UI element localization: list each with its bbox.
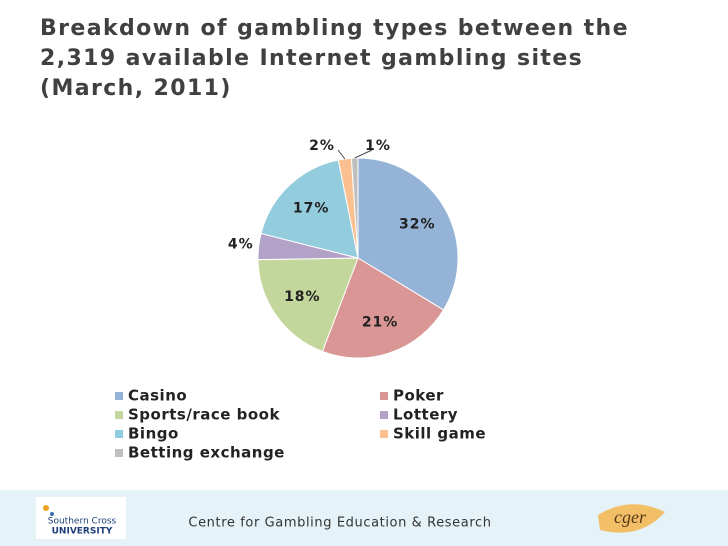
data-label: 4%	[228, 236, 254, 252]
pie-slice	[257, 257, 359, 353]
legend-swatch	[380, 430, 388, 438]
logo-right-shape	[598, 504, 665, 533]
legend-swatch	[380, 392, 388, 400]
data-label: 1%	[365, 138, 391, 154]
legend-label: Lottery	[393, 406, 458, 424]
legend-label: Betting exchange	[128, 444, 285, 462]
legend-swatch	[115, 449, 123, 457]
data-label: 32%	[399, 217, 436, 233]
data-label: 2%	[309, 138, 335, 154]
pie-slice	[350, 157, 359, 259]
data-label: 21%	[362, 314, 399, 330]
data-label: 18%	[284, 289, 321, 305]
data-label: 17%	[293, 201, 330, 217]
legend-label: Bingo	[128, 425, 179, 443]
legend-label: Sports/race book	[128, 406, 280, 424]
legend-swatch	[380, 411, 388, 419]
pie-slice	[260, 159, 359, 259]
logo-right: cger	[614, 507, 647, 527]
footer-text: Centre for Gambling Education & Research	[188, 516, 491, 531]
legend-swatch	[115, 411, 123, 419]
logo-left-line: UNIVERSITY	[52, 527, 113, 537]
logo-left-box	[36, 497, 126, 539]
chart-title: Breakdown of gambling types between the …	[40, 16, 629, 101]
legend-swatch	[115, 392, 123, 400]
pie-slice	[357, 157, 459, 311]
legend-label: Skill game	[393, 425, 486, 443]
pie-slice	[321, 257, 445, 359]
logo-dot	[43, 505, 49, 511]
leader-line	[354, 149, 373, 159]
logo-dot	[50, 512, 54, 516]
legend-label: Casino	[128, 387, 187, 405]
logo-left-line: Southern Cross	[48, 517, 117, 527]
legend-label: Poker	[393, 387, 444, 405]
legend-swatch	[115, 430, 123, 438]
leader-line	[337, 149, 346, 160]
